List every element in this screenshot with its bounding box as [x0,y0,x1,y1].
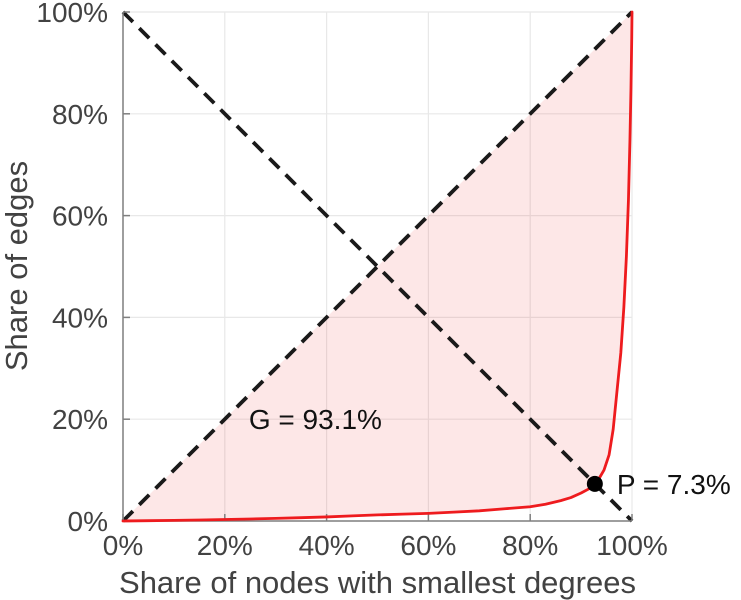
x-tick-label: 0% [103,530,143,561]
y-tick-label: 100% [36,0,108,28]
gini-coefficient-label: G = 93.1% [249,404,382,435]
tick-labels-layer: 0%0% 20% 20% 40% 40% 60% 60% 80% 80% 100% 100% [36,0,667,561]
x-tick-label: 60% [400,530,456,561]
x-tick-label: 40% [299,530,355,561]
lorenz-curve-layer [121,10,634,523]
x-axis-title: Share of nodes with smallest degrees [119,565,636,600]
p-point-marker [586,475,603,492]
y-tick-label: 60% [52,201,108,232]
point-marker-layer [586,475,603,492]
y-tick-label: 80% [52,99,108,130]
x-tick-label: 20% [197,530,253,561]
gridlines-layer [123,11,633,521]
x-tick-label: 80% [502,530,558,561]
y-tick-label: 40% [52,302,108,333]
y-tick-label: 20% [52,404,108,435]
lorenz-curve [121,10,634,523]
reference-lines-layer [121,10,634,523]
anti-diagonal [121,10,634,523]
y-tick-label: 0% [68,506,108,537]
x-tick-label: 100% [596,530,668,561]
equality-diagonal [121,10,634,523]
y-axis-title: Share of edges [0,161,34,371]
p-point-label: P = 7.3% [617,469,731,500]
